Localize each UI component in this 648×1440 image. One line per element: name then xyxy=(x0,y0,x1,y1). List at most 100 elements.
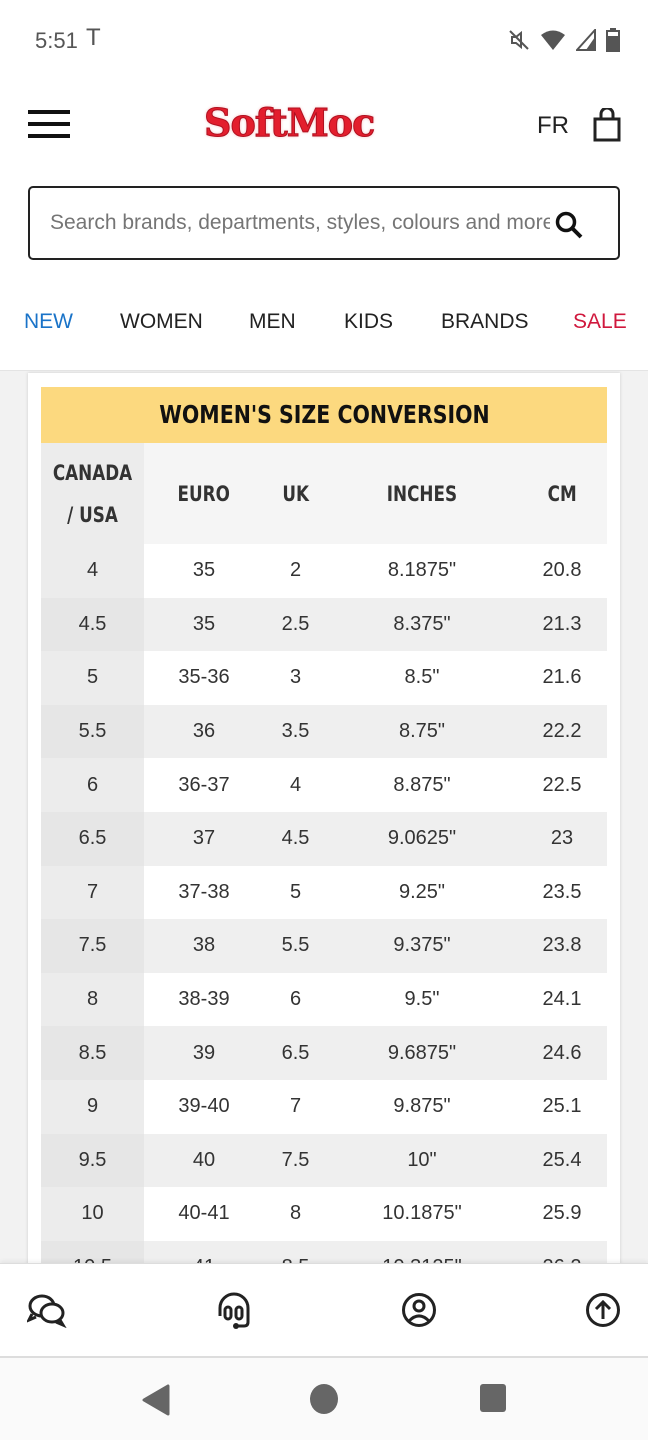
search-input[interactable] xyxy=(50,208,550,238)
nav-sale[interactable]: SALE xyxy=(573,310,627,333)
shopping-bag-icon[interactable] xyxy=(593,108,621,142)
size-conversion-table: CANADA / USA EURO UK INCHES CM 4 35 2 8.187… xyxy=(41,443,607,1263)
cell-uk: 5 xyxy=(289,880,302,903)
tesla-icon: T xyxy=(86,24,101,51)
table-row: 8 38-39 6 9.5" 24.1 xyxy=(41,972,607,1027)
content-area[interactable]: WOMEN'S SIZE CONVERSION CANADA / USA EUR… xyxy=(0,370,648,1263)
nav-brands[interactable]: BRANDS xyxy=(441,310,529,333)
cell-uk: 5.5 xyxy=(264,919,327,973)
cell-cm: 23.5 xyxy=(542,880,582,903)
header-canada-usa: CANADA / USA xyxy=(41,443,144,544)
cell-canada-usa: 9.5 xyxy=(41,1133,144,1188)
cell-cm: 21.6 xyxy=(542,666,582,689)
cell-uk: 4 xyxy=(289,773,302,796)
table-row: 10 40-41 8 10.1875" 25.9 xyxy=(41,1187,607,1241)
table-row: 5 35-36 3 8.5" 21.6 xyxy=(41,651,607,705)
category-nav: NEW WOMEN MEN KIDS BRANDS SALE xyxy=(0,300,648,344)
cell-euro: 38 xyxy=(144,919,264,973)
cell-euro: 36-37 xyxy=(178,773,230,796)
back-icon[interactable] xyxy=(142,1384,170,1416)
table-row: 6.5 37 4.5 9.0625" 23 xyxy=(41,811,607,866)
table-row: 9.5 40 7.5 10" 25.4 xyxy=(41,1133,607,1188)
cell-cm: 25.4 xyxy=(517,1133,607,1188)
cell-inches: 8.75" xyxy=(327,704,517,759)
cell-canada-usa: 4.5 xyxy=(41,597,144,652)
cell-inches: 10.3125" xyxy=(327,1240,517,1263)
nav-men[interactable]: MEN xyxy=(249,310,296,333)
language-toggle[interactable]: FR xyxy=(537,112,569,139)
search-icon[interactable] xyxy=(554,210,584,240)
cell-inches: 10.1875" xyxy=(382,1202,462,1225)
cell-cm: 21.3 xyxy=(517,597,607,652)
size-chart-card: WOMEN'S SIZE CONVERSION CANADA / USA EUR… xyxy=(28,373,620,1263)
cell-inches: 8.1875" xyxy=(387,559,457,582)
size-chart-title-text: WOMEN'S SIZE CONVERSION xyxy=(158,400,490,429)
chat-icon[interactable] xyxy=(27,1292,67,1328)
cell-euro: 37-38 xyxy=(178,880,230,903)
home-icon[interactable] xyxy=(310,1384,338,1414)
table-row: 5.5 36 3.5 8.75" 22.2 xyxy=(41,704,607,759)
cell-uk: 3 xyxy=(289,666,302,689)
battery-icon xyxy=(606,28,620,52)
cell-inches: 8.375" xyxy=(327,597,517,652)
table-row: 7 37-38 5 9.25" 23.5 xyxy=(41,865,607,920)
bottom-action-bar xyxy=(0,1263,648,1358)
cell-canada-usa: 6.5 xyxy=(41,811,144,866)
support-headset-icon[interactable] xyxy=(216,1292,252,1330)
cell-canada-usa: 5.5 xyxy=(41,704,144,759)
cell-inches: 9.875" xyxy=(393,1095,451,1118)
cell-cm: 25.9 xyxy=(542,1202,582,1225)
cell-uk: 3.5 xyxy=(264,704,327,759)
cell-inches: 8.5" xyxy=(404,666,440,689)
system-navigation-bar xyxy=(0,1358,648,1440)
header-inches: INCHES xyxy=(327,443,517,544)
cell-canada-usa: 10.5 xyxy=(41,1240,144,1263)
app-header: SoftMoc FR xyxy=(0,80,648,170)
cell-euro: 40-41 xyxy=(178,1202,230,1225)
cell-euro: 39-40 xyxy=(178,1095,230,1118)
cell-euro: 35 xyxy=(144,597,264,652)
cell-euro: 40 xyxy=(144,1133,264,1188)
cell-cm: 20.8 xyxy=(542,559,582,582)
scroll-top-icon[interactable] xyxy=(585,1292,621,1328)
cell-uk: 6 xyxy=(289,988,302,1011)
cell-uk: 7.5 xyxy=(264,1133,327,1188)
cell-canada-usa: 10 xyxy=(41,1187,144,1241)
cell-cm: 25.1 xyxy=(542,1095,582,1118)
cell-canada-usa: 5 xyxy=(41,651,144,705)
table-row: 9 39-40 7 9.875" 25.1 xyxy=(41,1079,607,1134)
cell-canada-usa: 4 xyxy=(41,544,144,598)
cell-inches: 9.5" xyxy=(404,988,440,1011)
nav-new[interactable]: NEW xyxy=(24,310,73,333)
cell-canada-usa: 6 xyxy=(41,758,144,812)
cell-cm: 24.6 xyxy=(517,1026,607,1080)
cell-inches: 9.375" xyxy=(327,919,517,973)
cell-cm: 23 xyxy=(517,811,607,866)
cell-euro: 36 xyxy=(144,704,264,759)
search-box xyxy=(28,186,620,260)
cell-inches: 8.875" xyxy=(393,773,451,796)
cell-inches: 10" xyxy=(327,1133,517,1188)
nav-women[interactable]: WOMEN xyxy=(120,310,203,333)
cell-inches: 9.25" xyxy=(398,880,446,903)
table-row: 4 35 2 8.1875" 20.8 xyxy=(41,544,607,598)
hamburger-menu-icon[interactable] xyxy=(28,110,70,138)
cell-uk: 2.5 xyxy=(264,597,327,652)
cell-canada-usa: 7 xyxy=(41,865,144,920)
cell-cm: 26.2 xyxy=(517,1240,607,1263)
nav-kids[interactable]: KIDS xyxy=(344,310,394,333)
cell-euro: 37 xyxy=(144,811,264,866)
header-euro: EURO xyxy=(144,443,264,544)
cell-canada-usa: 7.5 xyxy=(41,919,144,973)
cell-canada-usa: 8 xyxy=(41,972,144,1027)
cell-canada-usa: 8.5 xyxy=(41,1026,144,1080)
cell-cm: 22.5 xyxy=(542,773,582,796)
table-header-row: CANADA / USA EURO UK INCHES CM xyxy=(41,443,607,544)
status-time: 5:51 xyxy=(35,28,78,53)
cell-uk: 4.5 xyxy=(264,811,327,866)
header-uk: UK xyxy=(264,443,327,544)
softmoc-logo[interactable]: SoftMoc xyxy=(203,100,375,146)
account-icon[interactable] xyxy=(401,1292,437,1328)
table-row: 8.5 39 6.5 9.6875" 24.6 xyxy=(41,1026,607,1080)
recents-icon[interactable] xyxy=(480,1384,506,1412)
